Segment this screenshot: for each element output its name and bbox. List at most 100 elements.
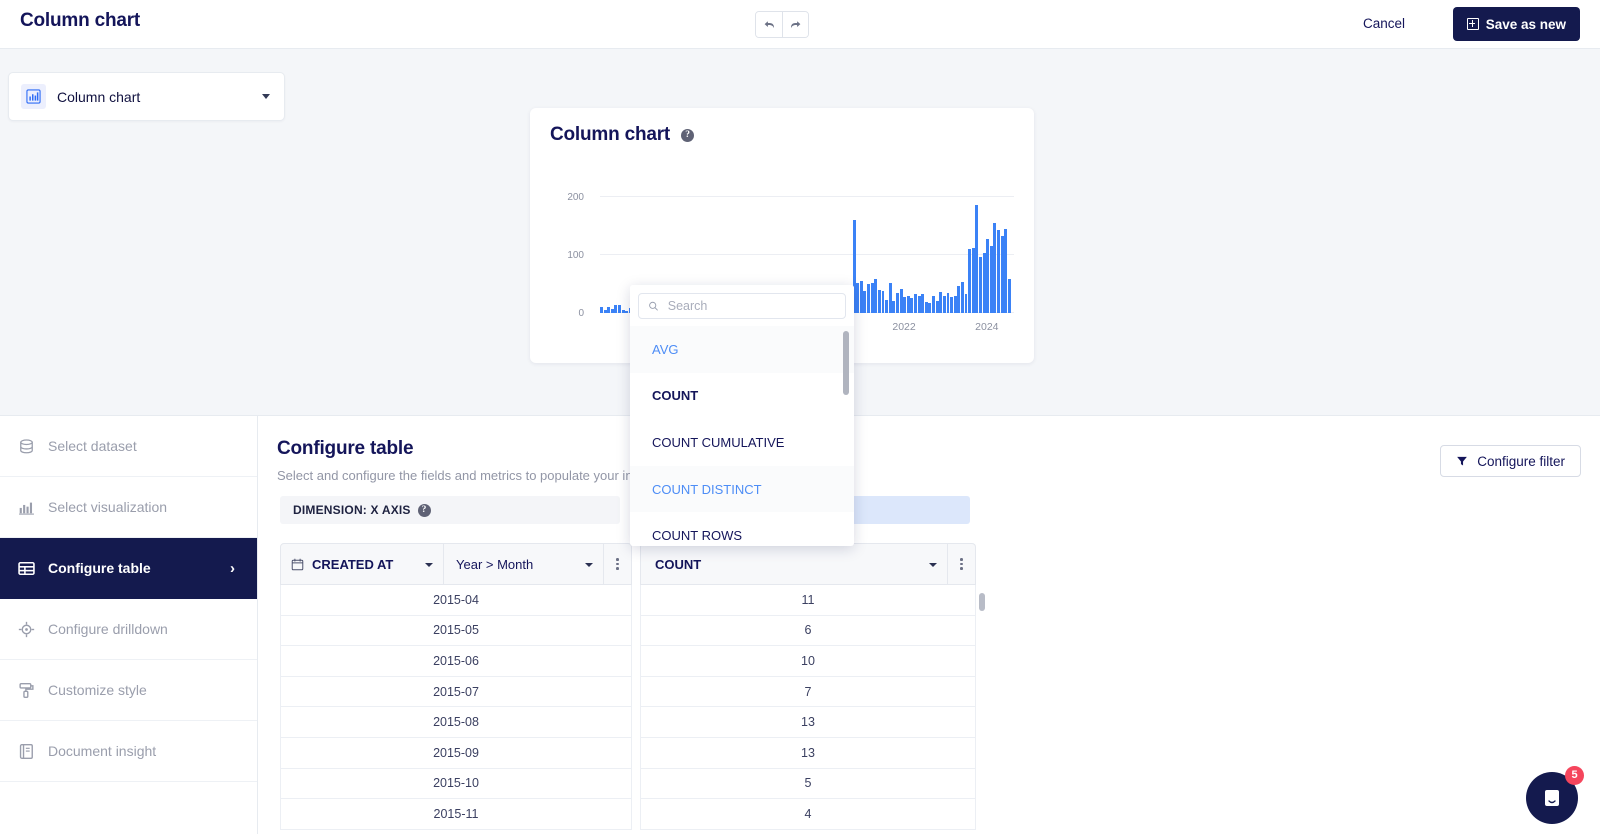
chart-bar[interactable] (921, 293, 925, 313)
chart-bar[interactable] (932, 296, 935, 313)
cancel-button[interactable]: Cancel (1362, 16, 1405, 31)
chart-bar[interactable] (867, 283, 871, 313)
dimension-column-menu-button[interactable] (604, 543, 632, 585)
chart-bar[interactable] (892, 301, 896, 313)
help-icon[interactable]: ? (681, 128, 695, 142)
sidebar-item-document-insight[interactable]: Document insight (0, 721, 257, 782)
aggregation-option-count[interactable]: COUNT (652, 388, 699, 404)
chart-bar[interactable] (906, 295, 910, 313)
chart-bar[interactable] (986, 238, 990, 313)
save-plus-icon (1466, 18, 1479, 30)
chart-bar[interactable] (917, 296, 921, 313)
aggregation-option-avg[interactable]: AVG (630, 326, 854, 373)
configure-table: CREATED AT Year > Month COUNT (280, 543, 985, 830)
visualization-selector[interactable]: Column chart (8, 72, 285, 121)
chart-bar[interactable] (618, 305, 621, 313)
sidebar-item-label: Select visualization (48, 499, 168, 515)
aggregation-option-list: AVG COUNT COUNT CUMULATIVE COUNT DISTINCT CO… (630, 326, 854, 544)
dimension-granularity-header[interactable]: Year > Month (444, 543, 604, 585)
chevron-down-icon (262, 94, 270, 99)
chart-bar[interactable] (607, 307, 611, 313)
chart-bar[interactable] (1000, 235, 1004, 313)
table-row: 10 (640, 646, 976, 677)
chart-bar[interactable] (978, 257, 982, 313)
chart-bar[interactable] (870, 282, 874, 313)
chart-bar[interactable] (968, 249, 972, 313)
chart-bar[interactable] (863, 290, 867, 313)
chart-bar[interactable] (935, 300, 939, 313)
chart-bar[interactable] (946, 293, 950, 313)
top-bar: Column chart Cancel Save as new (0, 0, 1600, 49)
chart-bar[interactable] (603, 309, 607, 313)
table-row: 5 (640, 768, 976, 800)
chart-bar[interactable] (957, 285, 961, 313)
chart-bar[interactable] (997, 229, 1000, 313)
aggregation-search-input[interactable] (667, 299, 836, 313)
wizard-sidebar: Select dataset Select visualization Config… (0, 415, 258, 834)
calendar-icon (291, 558, 304, 570)
undo-button[interactable] (756, 12, 782, 37)
paint-roller-icon (18, 682, 35, 699)
save-as-new-button[interactable]: Save as new (1452, 7, 1580, 41)
redo-button[interactable] (782, 12, 808, 37)
aggregation-search-box[interactable] (638, 293, 846, 319)
chart-bar[interactable] (903, 296, 907, 313)
chart-bar[interactable] (1007, 279, 1011, 313)
chart-bar[interactable] (874, 279, 878, 313)
chart-bar[interactable] (971, 247, 975, 313)
aggregation-scrollbar[interactable] (843, 331, 849, 395)
chart-bar[interactable] (610, 308, 614, 313)
aggregation-option-count-distinct[interactable]: COUNT DISTINCT (630, 465, 854, 513)
chart-bar[interactable] (939, 292, 943, 313)
chart-bar[interactable] (1004, 228, 1008, 313)
sidebar-item-label: Configure drilldown (48, 621, 168, 637)
dimension-help-icon[interactable]: ? (417, 503, 431, 517)
chart-bar[interactable] (950, 297, 954, 313)
metric-field-header[interactable]: COUNT (640, 543, 948, 585)
chart-bar[interactable] (856, 282, 860, 313)
sidebar-item-select-visualization[interactable]: Select visualization (0, 477, 257, 538)
chevron-down-icon (585, 563, 593, 567)
aggregation-option-count-rows[interactable]: COUNT ROWS (652, 528, 743, 544)
chart-bar[interactable] (625, 310, 629, 313)
chart-bar[interactable] (928, 302, 932, 313)
chart-bar[interactable] (895, 293, 899, 313)
chart-bar[interactable] (975, 205, 979, 313)
chart-bar[interactable] (914, 294, 917, 313)
sidebar-item-configure-table[interactable]: Configure table › (0, 538, 257, 599)
sidebar-item-customize-style[interactable]: Customize style (0, 660, 257, 721)
dimension-granularity-label: Year > Month (456, 556, 534, 572)
metric-column-scrollbar[interactable] (979, 593, 985, 611)
chart-bar[interactable] (910, 298, 914, 313)
chart-bar[interactable] (899, 289, 903, 313)
dimension-field-header[interactable]: CREATED AT (280, 543, 444, 585)
chart-bar[interactable] (881, 291, 885, 313)
metric-column-menu-button[interactable] (948, 543, 976, 585)
grid-line (600, 253, 1014, 255)
chart-bar[interactable] (989, 245, 993, 313)
chart-bar[interactable] (621, 310, 625, 313)
chart-bar[interactable] (600, 306, 603, 313)
chart-bar[interactable] (924, 301, 928, 313)
sidebar-item-configure-drilldown[interactable]: Configure drilldown (0, 599, 257, 660)
chart-bar[interactable] (953, 295, 957, 313)
chart-bar[interactable] (877, 289, 881, 313)
sidebar-item-select-dataset[interactable]: Select dataset (0, 416, 257, 477)
chart-bar[interactable] (859, 281, 863, 313)
chart-bar[interactable] (614, 305, 618, 313)
table-row: 2015-10 (280, 768, 632, 800)
chart-bar[interactable] (964, 294, 968, 313)
chart-bar[interactable] (852, 219, 856, 313)
chevron-right-icon: › (230, 559, 235, 577)
book-icon (18, 743, 35, 760)
aggregation-option-count-cumulative[interactable]: COUNT CUMULATIVE (652, 434, 785, 450)
configure-filter-button[interactable]: Configure filter (1440, 445, 1581, 477)
chart-bar[interactable] (982, 252, 986, 313)
chart-bar[interactable] (942, 295, 946, 313)
chart-bar[interactable] (993, 222, 997, 313)
chart-bar[interactable] (888, 282, 892, 313)
bar-chart-icon (18, 499, 35, 516)
chart-bar[interactable] (960, 282, 964, 313)
chart-bar[interactable] (885, 300, 889, 313)
